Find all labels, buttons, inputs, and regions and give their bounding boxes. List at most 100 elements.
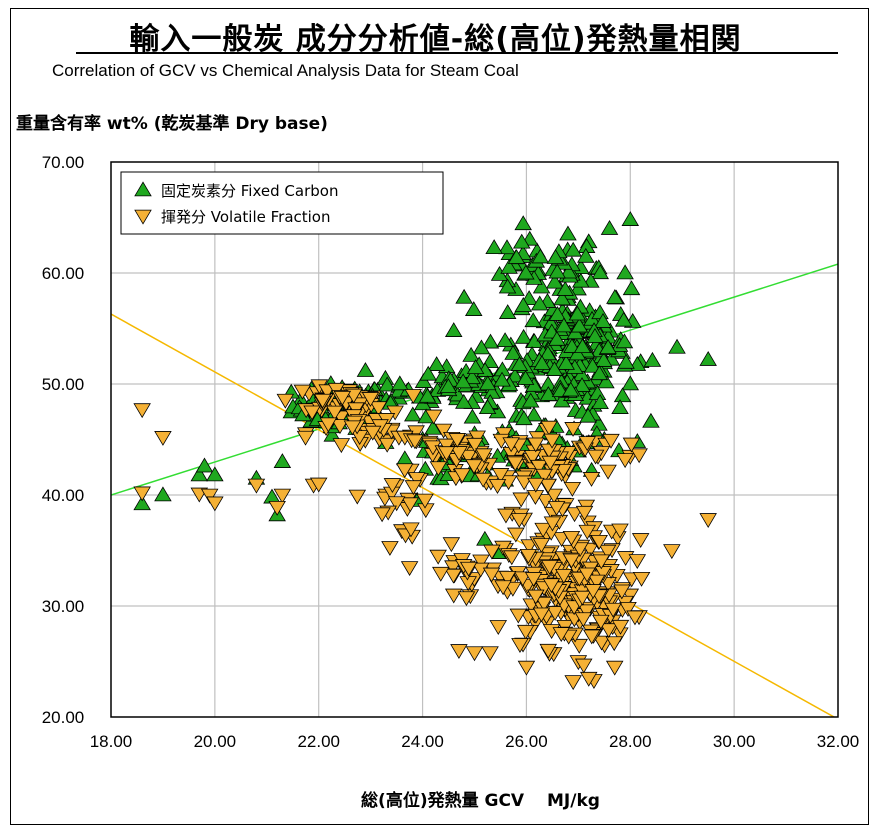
data-point: [555, 568, 573, 584]
data-point: [498, 239, 516, 255]
data-point: [444, 322, 463, 337]
y-tick-label: 40.00: [42, 486, 85, 505]
data-point: [378, 437, 396, 453]
data-point: [463, 408, 482, 424]
data-point: [557, 354, 575, 370]
data-point: [564, 422, 582, 437]
data-point: [535, 596, 553, 612]
data-point: [554, 463, 573, 479]
data-point: [504, 344, 522, 360]
data-point: [439, 378, 458, 394]
data-point: [459, 449, 478, 465]
data-point: [605, 660, 624, 676]
data-point: [373, 507, 391, 523]
data-point: [556, 281, 575, 296]
data-point: [535, 468, 553, 484]
legend-label-0: 固定炭素分 Fixed Carbon: [161, 182, 338, 200]
data-point: [206, 466, 224, 482]
data-point: [468, 430, 486, 446]
y-tick-label: 30.00: [42, 597, 85, 616]
data-point: [577, 604, 596, 620]
data-point: [574, 612, 593, 628]
data-point: [524, 572, 543, 587]
data-point: [511, 638, 529, 653]
data-point: [553, 290, 571, 306]
data-point: [578, 436, 596, 452]
data-point: [630, 448, 648, 464]
x-tick-label: 24.00: [401, 732, 444, 751]
data-point: [555, 317, 573, 333]
data-point: [481, 646, 499, 662]
data-point: [424, 419, 442, 435]
data-point: [383, 478, 402, 494]
data-point: [381, 541, 399, 556]
data-point: [578, 524, 597, 540]
data-point: [466, 437, 484, 453]
data-point: [391, 375, 409, 391]
data-point: [457, 591, 476, 607]
data-point: [133, 486, 151, 502]
data-point: [472, 339, 491, 355]
data-point: [668, 338, 686, 354]
data-point: [614, 311, 633, 327]
data-point: [526, 437, 545, 453]
data-point: [563, 481, 582, 497]
data-point: [510, 356, 529, 371]
data-point: [459, 561, 478, 577]
data-point: [590, 365, 609, 381]
data-point: [408, 472, 426, 488]
data-point: [532, 278, 551, 294]
data-point: [206, 496, 224, 512]
data-point: [406, 434, 424, 450]
data-point: [521, 392, 540, 408]
data-point: [524, 312, 542, 328]
data-point: [154, 486, 172, 502]
data-point: [619, 601, 637, 617]
data-point: [543, 433, 561, 449]
data-point: [369, 401, 388, 417]
data-point: [514, 215, 532, 231]
data-point: [606, 289, 624, 304]
data-point: [404, 480, 423, 496]
data-point: [491, 468, 510, 483]
data-point: [699, 513, 717, 529]
data-point: [519, 548, 538, 564]
data-point: [325, 405, 344, 421]
data-point: [494, 540, 512, 556]
data-point: [523, 450, 542, 466]
data-point: [540, 420, 558, 436]
data-point: [450, 446, 468, 462]
data-point: [594, 566, 612, 582]
data-point: [455, 288, 473, 304]
data-point: [562, 381, 580, 397]
data-points: [133, 211, 717, 691]
data-point: [510, 513, 529, 528]
data-point: [564, 675, 582, 691]
data-point: [575, 505, 594, 521]
y-tick-labels: 20.00 30.00 40.00 50.00 60.00 70.00: [42, 153, 85, 727]
data-point: [190, 466, 209, 482]
y-tick-label: 60.00: [42, 264, 85, 283]
data-point: [541, 455, 559, 471]
data-point: [450, 644, 468, 659]
data-point: [507, 527, 525, 543]
data-point: [500, 258, 518, 274]
data-point: [548, 306, 567, 321]
data-point: [465, 646, 484, 662]
data-point: [303, 405, 321, 421]
data-point: [621, 588, 640, 604]
data-point: [545, 361, 564, 376]
data-point: [562, 530, 581, 546]
data-point: [418, 387, 437, 403]
data-point: [533, 355, 551, 370]
data-point: [547, 501, 566, 516]
data-point: [582, 472, 601, 487]
data-point: [133, 495, 151, 511]
data-point: [489, 620, 508, 635]
data-point: [611, 523, 629, 539]
data-point: [424, 409, 443, 425]
data-point: [699, 350, 717, 366]
data-point: [525, 406, 543, 422]
data-point: [594, 312, 612, 328]
